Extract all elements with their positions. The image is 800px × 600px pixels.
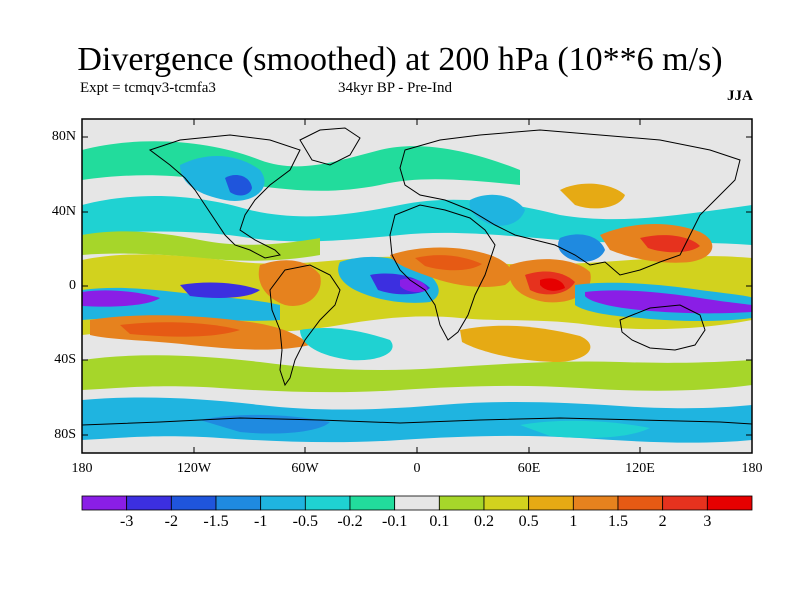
- north-america-outline: [148, 134, 301, 259]
- lon-tick-label: 60E: [517, 461, 541, 476]
- colorbar-swatch: [617, 495, 664, 511]
- experiment-label: Expt = tcmqv3-tcmfa3: [80, 80, 216, 96]
- colorbar-swatch: [349, 495, 396, 511]
- colorbar-tick-label: 0.5: [518, 513, 539, 530]
- colorbar-swatch: [528, 495, 574, 511]
- lat-tick-label: 40N: [51, 204, 76, 219]
- lat-tick-label: 40S: [54, 352, 76, 367]
- colorbar-swatch: [260, 495, 306, 511]
- coastlines: [82, 127, 752, 426]
- south-america-outline: [269, 264, 341, 387]
- lon-tick-label: 0: [413, 461, 421, 476]
- season-label: JJA: [727, 88, 753, 104]
- colorbar-tick-label: -0.2: [337, 513, 363, 530]
- colorbar-swatch: [394, 495, 440, 511]
- colorbar-tick-label: -1: [253, 513, 268, 530]
- colorbar-tick-label: 0.2: [474, 513, 494, 530]
- colorbar-tick-label: -0.1: [381, 513, 408, 530]
- lon-tick-label: 120E: [625, 461, 655, 476]
- colorbar-tick-label: 0.1: [429, 513, 450, 530]
- colorbar-tick-label: 1: [569, 513, 578, 530]
- colorbar-swatch: [662, 495, 708, 511]
- lat-tick-label: 80S: [54, 427, 76, 442]
- colorbar-swatch: [81, 495, 128, 511]
- period-label: 34kyr BP - Pre-Ind: [338, 80, 453, 96]
- colorbar-tick-label: 3: [703, 513, 712, 530]
- lon-tick-label: 60W: [291, 461, 319, 476]
- colorbar-swatch: [438, 495, 485, 511]
- africa-outline: [389, 204, 496, 341]
- greenland-outline: [299, 127, 361, 166]
- colorbar-swatch: [170, 495, 217, 511]
- colorbar-swatch: [706, 495, 753, 511]
- colorbar-swatch: [304, 495, 351, 511]
- colorbar-swatch: [215, 495, 262, 511]
- colorbar-tick-label: -1.5: [203, 513, 229, 530]
- axis-ticks: [82, 119, 752, 453]
- antarctica-outline: [82, 417, 752, 426]
- lon-tick-label: 180: [741, 461, 763, 476]
- colorbar-tick-label: 1.5: [608, 513, 628, 530]
- eurasia-outline: [399, 129, 741, 276]
- lon-tick-label: 120W: [176, 461, 212, 476]
- colorbar-tick-label: 2: [658, 513, 667, 530]
- lat-tick-label: 80N: [51, 129, 76, 144]
- colorbar-swatch: [483, 495, 530, 511]
- colorbar: [81, 495, 753, 511]
- colorbar-swatch: [126, 495, 172, 511]
- chart-title: Divergence (smoothed) at 200 hPa (10**6 …: [77, 41, 723, 78]
- lat-tick-label: 0: [69, 278, 76, 293]
- lon-tick-label: 180: [71, 461, 93, 476]
- colorbar-tick-label: -3: [119, 513, 134, 530]
- colorbar-tick-label: -2: [164, 513, 178, 530]
- colorbar-swatch: [572, 495, 619, 511]
- australia-outline: [619, 304, 706, 351]
- colorbar-tick-label: -0.5: [292, 513, 318, 530]
